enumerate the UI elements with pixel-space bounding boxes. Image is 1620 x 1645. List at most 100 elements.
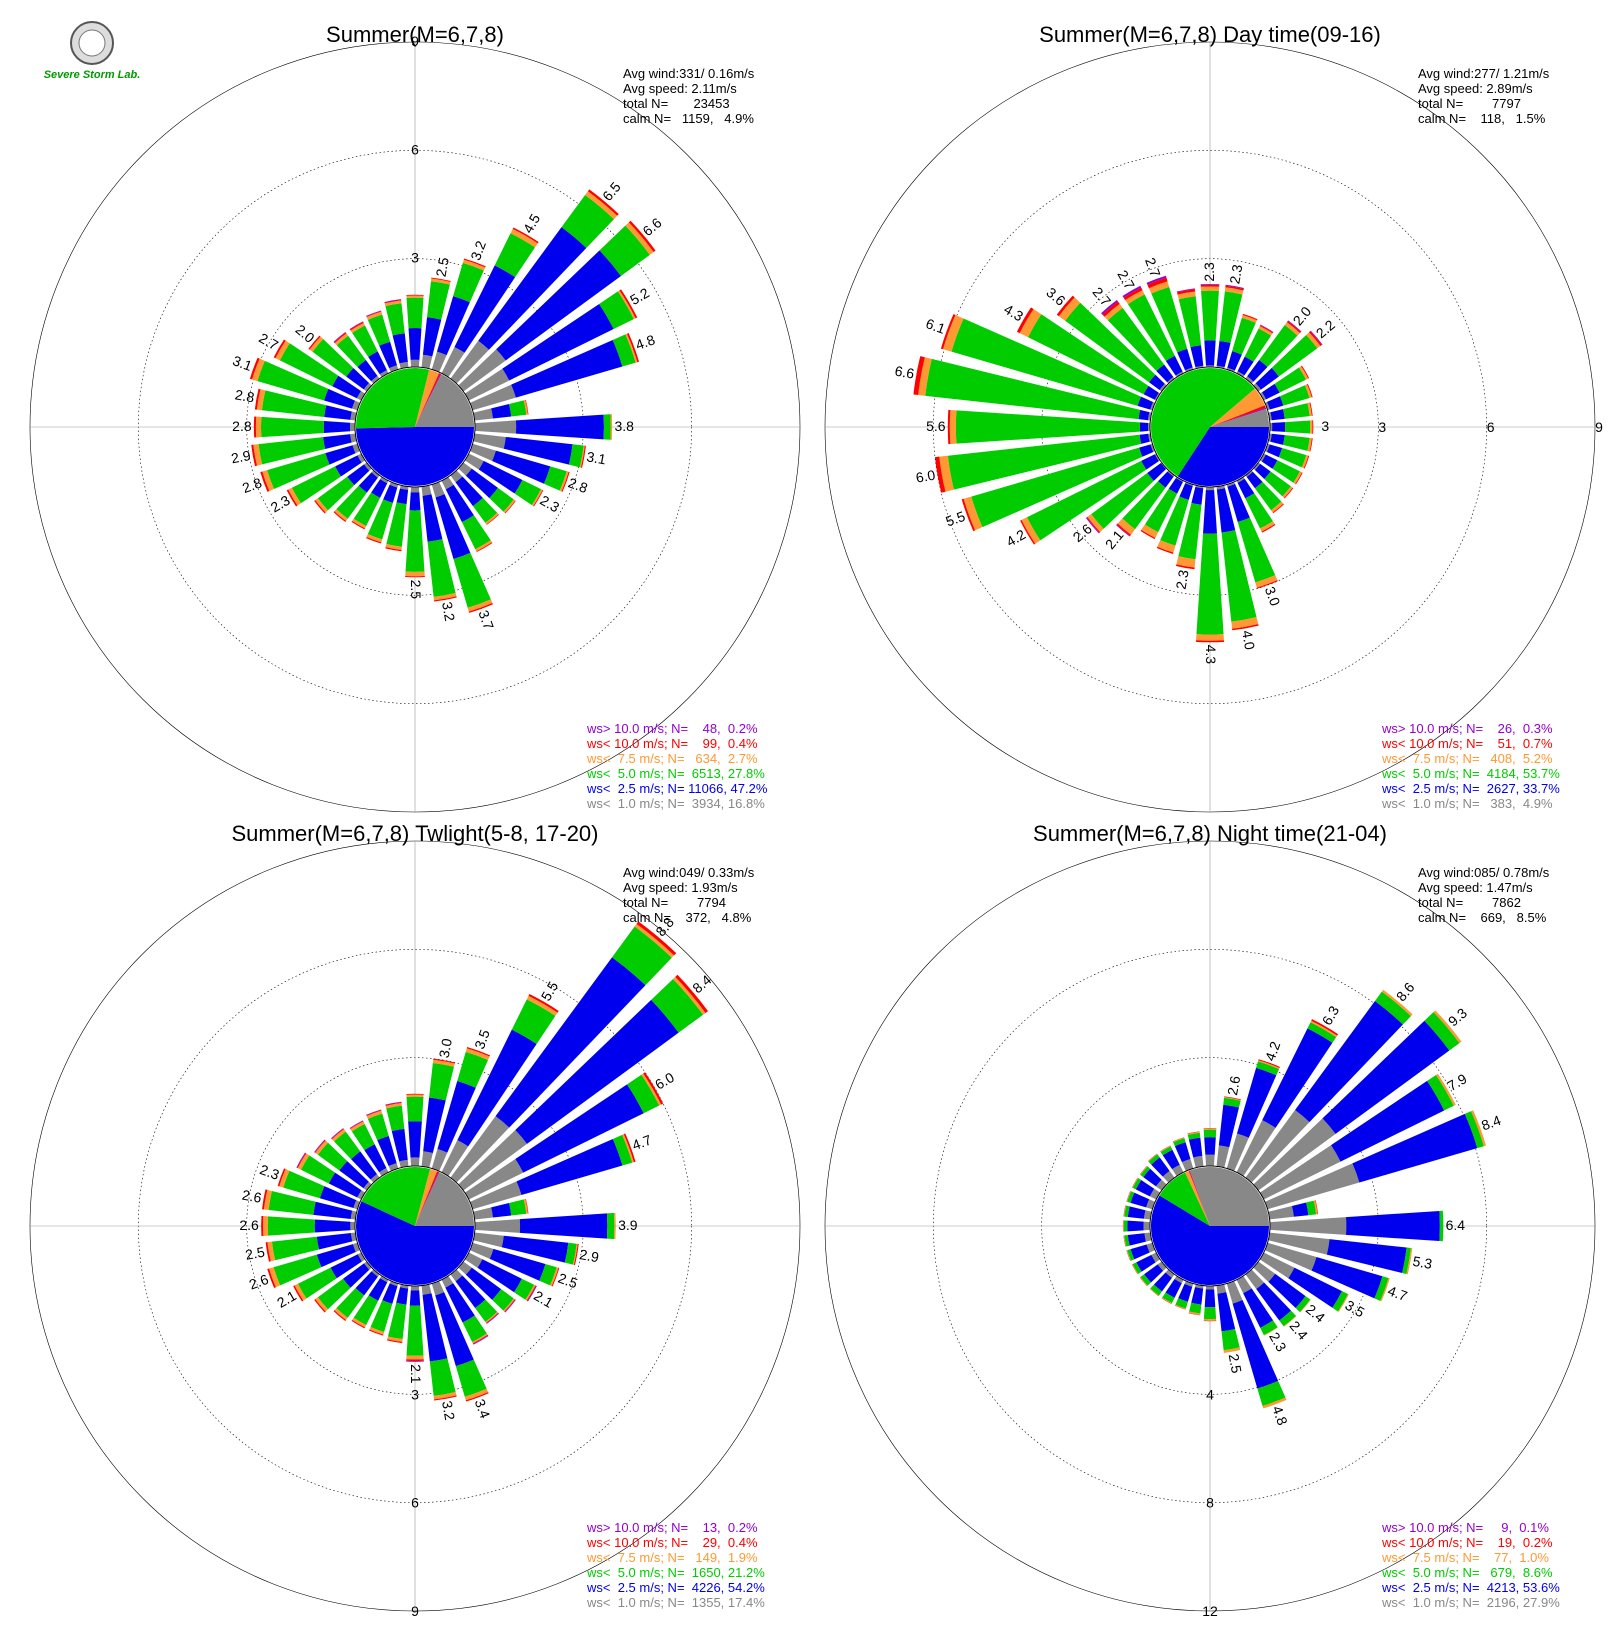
- logo-text: Severe Storm Lab.: [44, 69, 141, 81]
- wedge-segment: [430, 1358, 456, 1396]
- stat-line: calm N= 669, 8.5%: [1418, 910, 1547, 925]
- wind-rose-panel-1: 2.53.24.56.56.65.24.83.83.12.82.33.73.22…: [30, 22, 800, 812]
- ring-label: 6: [411, 141, 419, 157]
- legend-entry: ws< 2.5 m/s; N= 4213, 53.6%: [1381, 1580, 1560, 1595]
- wedge-total-label: 2.1: [274, 1287, 299, 1311]
- legend-entry: ws< 1.0 m/s; N= 3934, 16.8%: [586, 796, 765, 811]
- legend-entry: ws< 7.5 m/s; N= 408, 5.2%: [1381, 751, 1553, 766]
- wedge-total-label: 2.3: [537, 492, 562, 516]
- wedge-total-label: 2.6: [247, 1271, 271, 1293]
- legend-entry: ws< 1.0 m/s; N= 1355, 17.4%: [586, 1595, 765, 1610]
- wedge-segment: [410, 1290, 420, 1305]
- wedge-segment: [256, 417, 261, 438]
- wedge-total-label: 6.0: [915, 467, 937, 486]
- wedge-segment: [1191, 1287, 1203, 1304]
- legend-entry: ws< 2.5 m/s; N= 4226, 54.2%: [586, 1580, 765, 1595]
- wedge-segment: [1175, 1142, 1191, 1162]
- wedge-segment: [1270, 434, 1284, 445]
- wedge-segment: [1285, 420, 1310, 433]
- wedge-total-label: 6.6: [894, 363, 916, 382]
- wedge-segment: [1196, 634, 1224, 641]
- wedge-total-label: 4.0: [1239, 629, 1258, 651]
- wedge-total-label: 2.3: [1266, 1329, 1290, 1354]
- legend-entry: ws< 7.5 m/s; N= 149, 1.9%: [586, 1550, 758, 1565]
- wedge-segment: [324, 405, 352, 420]
- wedge-segment: [1270, 1217, 1346, 1235]
- wedge-segment: [1292, 1202, 1308, 1216]
- legend-entry: ws> 10.0 m/s; N= 48, 0.2%: [586, 721, 758, 736]
- wedge-total-label: 5.3: [1411, 1253, 1433, 1272]
- wedge-segment: [315, 1219, 351, 1232]
- wedge-total-label: 2.5: [408, 580, 424, 600]
- wedge-segment: [1128, 1233, 1146, 1245]
- wedge-segment: [396, 1287, 408, 1305]
- wedge-total-label: 3.2: [439, 1400, 458, 1422]
- wedge-total-label: 3.1: [231, 352, 255, 374]
- stat-line: Avg speed: 1.93m/s: [623, 880, 738, 895]
- wedge-segment: [1178, 1284, 1192, 1302]
- stat-line: calm N= 118, 1.5%: [1418, 111, 1546, 126]
- wedge-segment: [406, 1094, 423, 1096]
- wedge-segment: [509, 400, 526, 416]
- wedge-total-label: 2.7: [256, 330, 281, 354]
- legend-entry: ws< 5.0 m/s; N= 4184, 53.7%: [1381, 766, 1560, 781]
- wedge-total-label: 6.4: [1446, 1217, 1466, 1233]
- stat-line: Avg speed: 1.47m/s: [1418, 880, 1533, 895]
- wedge-segment: [263, 1216, 268, 1236]
- wedge-segment: [411, 1157, 420, 1166]
- wedge-total-label: 2.8: [566, 474, 590, 496]
- legend-entry: ws< 1.0 m/s; N= 383, 4.9%: [1381, 796, 1553, 811]
- legend-entry: ws> 10.0 m/s; N= 26, 0.3%: [1381, 721, 1553, 736]
- wedge-segment: [491, 1203, 511, 1217]
- wedge-segment: [1201, 286, 1219, 290]
- wedge-segment: [1206, 1286, 1214, 1290]
- wedge-total-label: 2.5: [556, 1270, 580, 1292]
- wedge-total-label: 4.8: [633, 331, 657, 353]
- wedge-total-label: 2.5: [1226, 1352, 1245, 1374]
- wedge-segment: [1127, 1221, 1143, 1232]
- wedge-segment: [473, 408, 493, 420]
- legend-entry: ws< 2.5 m/s; N= 2627, 33.7%: [1381, 781, 1560, 796]
- wedge-total-label: 2.5: [433, 256, 452, 278]
- wedge-total-label: 7.9: [1445, 1070, 1470, 1094]
- wedge-segment: [254, 416, 256, 437]
- wedge-segment: [410, 492, 421, 510]
- wedge-segment: [1270, 409, 1284, 420]
- wedge-total-label: 4.2: [1262, 1039, 1284, 1063]
- wedge-segment: [406, 295, 423, 297]
- wedge-total-label: 4.3: [1001, 301, 1026, 325]
- wedge-total-label: 3.0: [1262, 584, 1284, 608]
- legend-entry: ws< 10.0 m/s; N= 51, 0.7%: [1381, 736, 1553, 751]
- wedge-segment: [1203, 490, 1217, 534]
- wind-rose-panel-4: 2.64.26.38.69.37.98.46.45.34.73.52.42.42…: [825, 821, 1595, 1619]
- stat-line: total N= 23453: [623, 96, 730, 111]
- legend-entry: ws< 5.0 m/s; N= 679, 8.6%: [1381, 1565, 1553, 1580]
- wedge-segment: [397, 488, 409, 504]
- wedge-segment: [1189, 1303, 1201, 1314]
- wedge-total-label: 4.7: [630, 1131, 654, 1153]
- wedge-segment: [950, 410, 957, 444]
- wedge-segment: [607, 1213, 614, 1239]
- ring-label: 4: [1206, 1386, 1214, 1402]
- wedge-segment: [1204, 340, 1215, 365]
- chart-title: Summer(M=6,7,8) Day time(09-16): [1039, 22, 1381, 47]
- wedge-total-label: 6.3: [1319, 1003, 1343, 1028]
- wedge-total-label: 3: [1321, 418, 1329, 434]
- ring-label: 3: [411, 1386, 419, 1402]
- stat-line: total N= 7797: [1418, 96, 1521, 111]
- wedge-segment: [429, 1063, 454, 1100]
- chart-title: Summer(M=6,7,8) Night time(21-04): [1033, 821, 1387, 846]
- wedge-segment: [491, 404, 511, 418]
- wedge-total-label: 2.8: [232, 418, 252, 434]
- ring-label: 9: [411, 1603, 419, 1619]
- stat-line: Avg wind:277/ 1.21m/s: [1418, 66, 1550, 81]
- legend-entry: ws< 5.0 m/s; N= 1650, 21.2%: [586, 1565, 765, 1580]
- legend-entry: ws> 10.0 m/s; N= 13, 0.2%: [586, 1520, 758, 1535]
- wedge-segment: [1140, 422, 1148, 431]
- wedge-segment: [1128, 1206, 1146, 1218]
- wedge-segment: [1205, 1155, 1214, 1167]
- wedge-segment: [1346, 1211, 1440, 1241]
- lab-logo: Severe Storm Lab.: [44, 22, 141, 81]
- wedge-segment: [1283, 435, 1310, 451]
